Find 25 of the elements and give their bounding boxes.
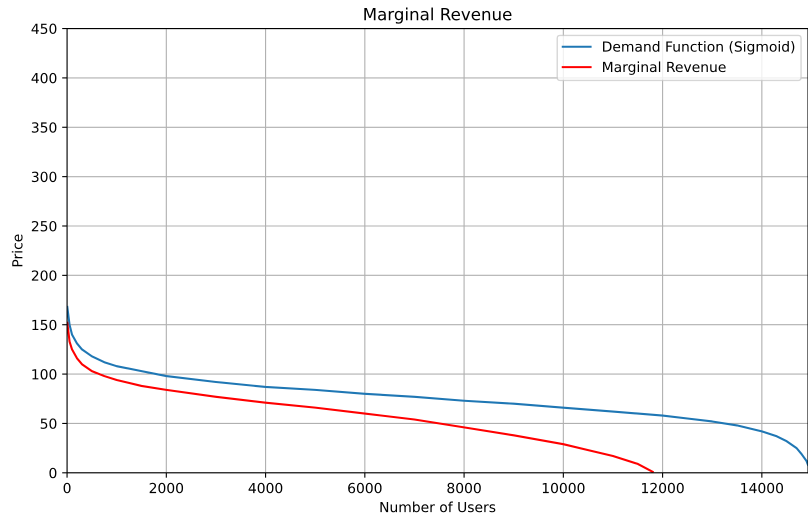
y-tick-label: 200 <box>32 270 56 281</box>
legend-label: Marginal Revenue <box>603 61 726 75</box>
x-tick-label: 8000 <box>447 482 481 494</box>
y-tick-label: 400 <box>32 72 56 84</box>
y-tick-label: 150 <box>32 320 56 330</box>
y-tick-label: 250 <box>32 220 56 232</box>
y-tick-label: 300 <box>32 172 56 182</box>
y-tick-label: 0 <box>49 468 56 478</box>
line-series <box>67 306 808 466</box>
x-tick-label: 6000 <box>348 482 382 494</box>
y-tick-label: 350 <box>32 122 56 133</box>
y-tick-label: 450 <box>32 24 56 34</box>
line-series <box>67 322 654 473</box>
x-tick-label: 4000 <box>248 482 282 494</box>
y-tick-label: 50 <box>40 418 56 429</box>
x-tick-label: 0 <box>64 482 71 494</box>
y-tick-label: 100 <box>32 369 56 380</box>
x-tick-label: 10000 <box>542 482 585 494</box>
x-axis-title: Number of Users <box>380 502 496 512</box>
x-tick-label: 12000 <box>642 482 684 494</box>
chart-title: Marginal Revenue <box>364 8 512 24</box>
legend-label: Demand Function (Sigmoid) <box>603 41 794 54</box>
y-axis-title: Price <box>12 234 23 266</box>
x-tick-label: 2000 <box>150 482 184 494</box>
x-tick-label: 14000 <box>741 482 784 494</box>
